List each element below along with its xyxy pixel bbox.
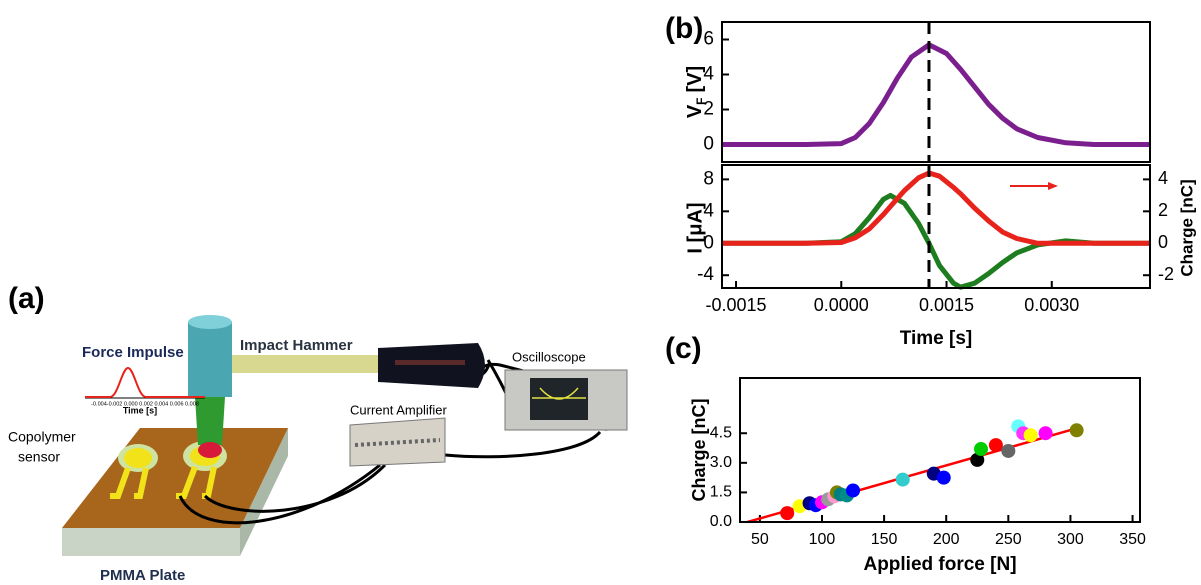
- y-tick-label: -4: [697, 264, 714, 285]
- amplifier-label: Current Amplifier: [350, 402, 447, 417]
- y-tick-label: 4: [703, 64, 714, 85]
- y-tick-label: 1.5: [710, 484, 732, 501]
- y-axis-label: VF [V]: [684, 66, 708, 118]
- panel-label: (a): [8, 282, 45, 315]
- x-axis-label: Time [s]: [900, 328, 973, 349]
- y-label-sub: F: [694, 97, 708, 104]
- plate-top: [62, 428, 288, 528]
- x-tick-label: 300: [1057, 531, 1084, 548]
- axis-arrowhead: [1048, 182, 1058, 190]
- inset-tick-labels: -0.004-0.002 0.000 0.002 0.004 0.006 0.0…: [91, 401, 199, 407]
- panel-label: (b): [665, 12, 703, 45]
- data-point: [846, 483, 861, 498]
- x-tick-label: -0.0015: [706, 295, 767, 315]
- hammer-impact: [198, 442, 222, 458]
- hammer-tip: [195, 397, 225, 445]
- sensor-legs: [176, 465, 217, 499]
- panel-label: (c): [665, 332, 702, 365]
- oscilloscope-label: Oscilloscope: [512, 349, 586, 364]
- hammer-label: Impact Hammer: [240, 337, 353, 354]
- y-label-unit: [V]: [684, 66, 706, 93]
- amplifier-controls: [354, 438, 441, 447]
- y-tick-label: 0.0: [710, 513, 732, 530]
- y-tick-label: 2: [703, 99, 714, 120]
- y-tick-label: 4.5: [710, 424, 732, 441]
- data-point: [1038, 426, 1053, 441]
- inset-xlabel: Time [s]: [123, 405, 157, 415]
- y-tick-label: 3.0: [710, 454, 732, 471]
- data-point: [1023, 428, 1038, 443]
- data-point: [1069, 423, 1084, 438]
- data-point: [780, 506, 795, 521]
- y-axis-label: I [μA]: [684, 202, 706, 253]
- data-point: [970, 452, 985, 467]
- plate-label: PMMA Plate: [100, 567, 185, 584]
- data-point: [895, 472, 910, 487]
- x-tick-label: 0.0000: [814, 295, 869, 315]
- x-tick-label: 200: [933, 531, 960, 548]
- hammer-grip: [378, 343, 485, 388]
- data-point: [973, 442, 988, 457]
- grip-stripe: [395, 360, 465, 365]
- cable: [178, 463, 387, 525]
- x-tick-label: 0.0015: [919, 295, 974, 315]
- sensor-legs: [110, 466, 149, 499]
- plate-front: [62, 528, 240, 556]
- y2-tick-label: 0: [1158, 232, 1168, 252]
- plot-frame: [721, 164, 1151, 289]
- plot-frame: [721, 21, 1151, 163]
- hammer-handle: [232, 355, 382, 373]
- y-label-main: V: [684, 104, 706, 118]
- data-line: [722, 42, 1150, 147]
- x-tick-label: 150: [871, 531, 898, 548]
- x-tick-label: 250: [995, 531, 1022, 548]
- y-tick-label: 8: [703, 168, 714, 189]
- inset-pulse: [85, 366, 205, 398]
- y2-axis-label: Charge [nC]: [1177, 179, 1196, 276]
- y-tick-label: 0: [703, 232, 714, 253]
- y-axis-label: Charge [nC]: [689, 399, 709, 502]
- y-tick-label: 6: [703, 29, 714, 50]
- x-axis-label: Applied force [N]: [863, 554, 1016, 575]
- x-tick-label: 50: [751, 531, 769, 548]
- setup-diagram: (a) Force Impulse -0.004-0.002 0.000 0.0…: [8, 282, 628, 584]
- data-point: [936, 470, 951, 485]
- y-tick-label: 4: [703, 200, 714, 221]
- sensor-label: sensor: [18, 449, 60, 465]
- data-point: [988, 438, 1003, 453]
- sensor-label: Copolymer: [8, 429, 76, 445]
- x-tick-label: 0.0030: [1024, 295, 1079, 315]
- plot-frame: [739, 377, 1141, 523]
- x-tick-label: 100: [809, 531, 836, 548]
- x-tick-label: 350: [1119, 531, 1146, 548]
- y2-tick-label: 4: [1158, 168, 1168, 188]
- y2-tick-label: -2: [1158, 264, 1174, 284]
- y-tick-label: 0: [703, 134, 714, 155]
- data-point: [1001, 443, 1016, 458]
- data-line: [722, 170, 1150, 246]
- oscilloscope-trace: [532, 387, 586, 400]
- plate-side: [240, 428, 288, 556]
- y2-tick-label: 2: [1158, 200, 1168, 220]
- sensor-electrode: [124, 448, 152, 468]
- force-impulse-label: Force Impulse: [82, 344, 184, 361]
- hammer-cap: [188, 315, 232, 329]
- hammer-head: [188, 322, 232, 397]
